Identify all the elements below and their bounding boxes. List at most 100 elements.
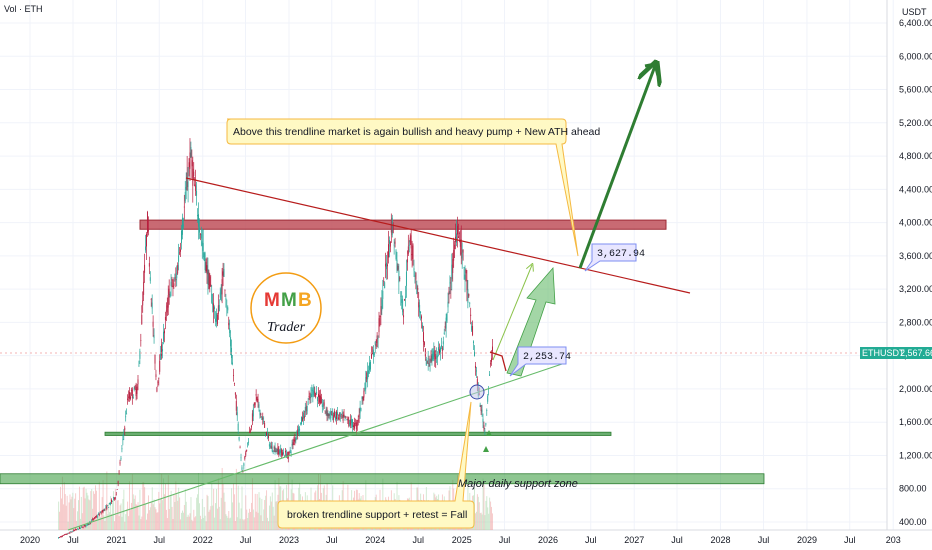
volume-bar — [61, 498, 62, 530]
volume-bar — [256, 493, 258, 530]
volume-bar — [168, 509, 170, 530]
candle-body — [353, 422, 355, 429]
candle-body — [440, 347, 441, 354]
candle-body — [443, 332, 445, 334]
last-price: 2,567.66 — [900, 348, 932, 358]
candle-body — [440, 345, 442, 348]
volume-bar — [97, 513, 99, 530]
candle-body — [127, 398, 129, 400]
volume-bar — [254, 493, 256, 530]
volume-bar — [134, 495, 136, 530]
candle-body — [236, 412, 238, 416]
candle-body — [389, 241, 391, 247]
candle-body — [106, 505, 108, 510]
candle-body — [218, 305, 220, 312]
marker-triangle — [483, 446, 489, 452]
volume-bar — [260, 515, 262, 530]
candle-body — [195, 185, 197, 191]
candle-body — [491, 346, 493, 352]
fall-callout: broken trendline support + retest = Fall — [277, 401, 475, 529]
candle-body — [232, 362, 233, 364]
volume-bar — [154, 507, 156, 530]
candle-body — [82, 527, 84, 529]
volume-bar — [164, 483, 166, 530]
candle-body — [412, 245, 414, 260]
volume-bar — [107, 514, 109, 530]
candle-body — [119, 462, 121, 464]
volume-bar — [84, 498, 86, 530]
volume-bar — [490, 501, 492, 530]
volume-bar — [161, 473, 163, 530]
candle-body — [298, 426, 300, 434]
volume-bar — [205, 521, 207, 530]
volume-bar — [228, 511, 230, 530]
candle-body — [215, 318, 216, 322]
candle-body — [310, 393, 312, 398]
volume-bar — [94, 493, 96, 530]
volume-bar — [119, 505, 121, 530]
candle-body — [479, 404, 481, 407]
volume-bar — [270, 501, 272, 530]
candle-body — [320, 397, 322, 404]
y-tick-label: 800.00 — [899, 484, 927, 494]
volume-bar — [479, 513, 481, 530]
candle-body — [158, 377, 160, 379]
candle-body — [283, 452, 284, 454]
candle-body — [229, 328, 231, 334]
candle-body — [97, 513, 99, 515]
candle-body — [419, 304, 421, 313]
candle-body — [88, 523, 90, 525]
candle-body — [405, 296, 406, 298]
candle-body — [174, 277, 176, 279]
volume-bar — [80, 496, 82, 530]
y-tick-label: 2,000.00 — [899, 384, 932, 394]
candle-body — [420, 311, 422, 313]
candle-body — [490, 363, 491, 365]
candle-body — [207, 269, 209, 285]
candle-body — [121, 448, 123, 450]
candle-body — [181, 217, 183, 235]
candle-body — [151, 302, 153, 309]
candle-body — [132, 397, 134, 399]
volume-bar — [482, 478, 484, 530]
volume-bar — [484, 515, 486, 530]
candle-body — [334, 411, 336, 417]
volume-bar — [247, 517, 249, 530]
volume-bar — [259, 497, 261, 530]
volume-bar — [262, 521, 264, 530]
candle-body — [208, 271, 210, 289]
candle-body — [445, 317, 447, 329]
volume-bar — [120, 503, 122, 530]
volume-bar — [98, 481, 100, 530]
volume-bar — [488, 513, 490, 530]
candle-body — [67, 532, 69, 534]
volume-bar — [167, 475, 169, 530]
grid-lines — [0, 0, 894, 530]
candle-body — [272, 450, 274, 453]
candle-body — [386, 262, 388, 270]
volume-bar — [244, 519, 246, 530]
candle-body — [319, 395, 320, 403]
candle-body — [267, 436, 269, 438]
y-tick-label: 400.00 — [899, 517, 927, 527]
candle-body — [161, 344, 163, 356]
candle-body — [187, 181, 189, 188]
candle-body — [480, 405, 482, 411]
candle-body — [462, 249, 464, 253]
candle-body — [140, 340, 142, 341]
volume-bar — [147, 513, 148, 530]
candle-body — [307, 401, 309, 406]
candle-body — [180, 249, 181, 252]
volume-bar — [252, 509, 254, 530]
candle-body — [336, 411, 337, 420]
volume-bar — [142, 482, 144, 530]
candle-body — [390, 223, 392, 233]
candle-body — [61, 535, 63, 537]
candle-body — [322, 405, 324, 408]
volume-bar — [263, 509, 265, 530]
candle-body — [72, 531, 74, 533]
candle-body — [371, 353, 373, 355]
bullish-arrowhead — [644, 62, 660, 77]
volume-bar — [170, 490, 172, 530]
